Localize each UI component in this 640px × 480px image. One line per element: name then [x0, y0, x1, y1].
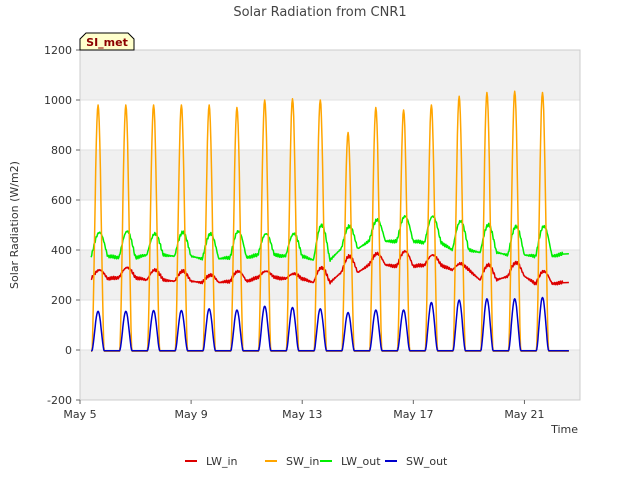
y-tick-label: 400 [51, 244, 72, 257]
x-axis-ticks: May 5 May 9 May 13 May 17 May 21 [63, 400, 545, 421]
grid-band [80, 350, 580, 400]
y-tick-label: 200 [51, 294, 72, 307]
legend-label: LW_out [341, 455, 381, 468]
y-axis-label: Solar Radiation (W/m2) [8, 161, 21, 289]
y-tick-label: -200 [47, 394, 72, 407]
y-tick-label: 800 [51, 144, 72, 157]
y-tick-label: 1200 [44, 44, 72, 57]
x-tick-label: May 9 [174, 408, 207, 421]
series-line-sw-out [90, 296, 569, 352]
badge-shape [79, 32, 135, 51]
legend-label: SW_out [406, 455, 448, 468]
badge-label: SI_met [86, 36, 128, 49]
plot-background [80, 50, 580, 400]
x-axis-label: Time [550, 423, 578, 436]
x-tick-label: May 13 [282, 408, 322, 421]
grid-bands [80, 50, 580, 400]
x-tick-label: May 5 [63, 408, 96, 421]
series-line-lw-in [90, 249, 569, 286]
y-tick-label: 1000 [44, 94, 72, 107]
grid-band [80, 150, 580, 200]
series-lines [90, 90, 569, 353]
legend-label: LW_in [206, 455, 238, 468]
legend: LW_in SW_in LW_out SW_out [185, 455, 448, 468]
y-axis-ticks: -200 0 200 400 600 800 1000 1200 [44, 44, 80, 407]
y-tick-label: 600 [51, 194, 72, 207]
station-badge: SI_met [79, 32, 135, 51]
grid-band [80, 50, 580, 100]
series-line-lw-out [90, 214, 569, 263]
x-tick-label: May 21 [504, 408, 544, 421]
legend-label: SW_in [286, 455, 319, 468]
x-tick-label: May 17 [393, 408, 433, 421]
chart-title: Solar Radiation from CNR1 [233, 5, 406, 20]
y-tick-label: 0 [65, 344, 72, 357]
plot-border [79, 49, 581, 401]
